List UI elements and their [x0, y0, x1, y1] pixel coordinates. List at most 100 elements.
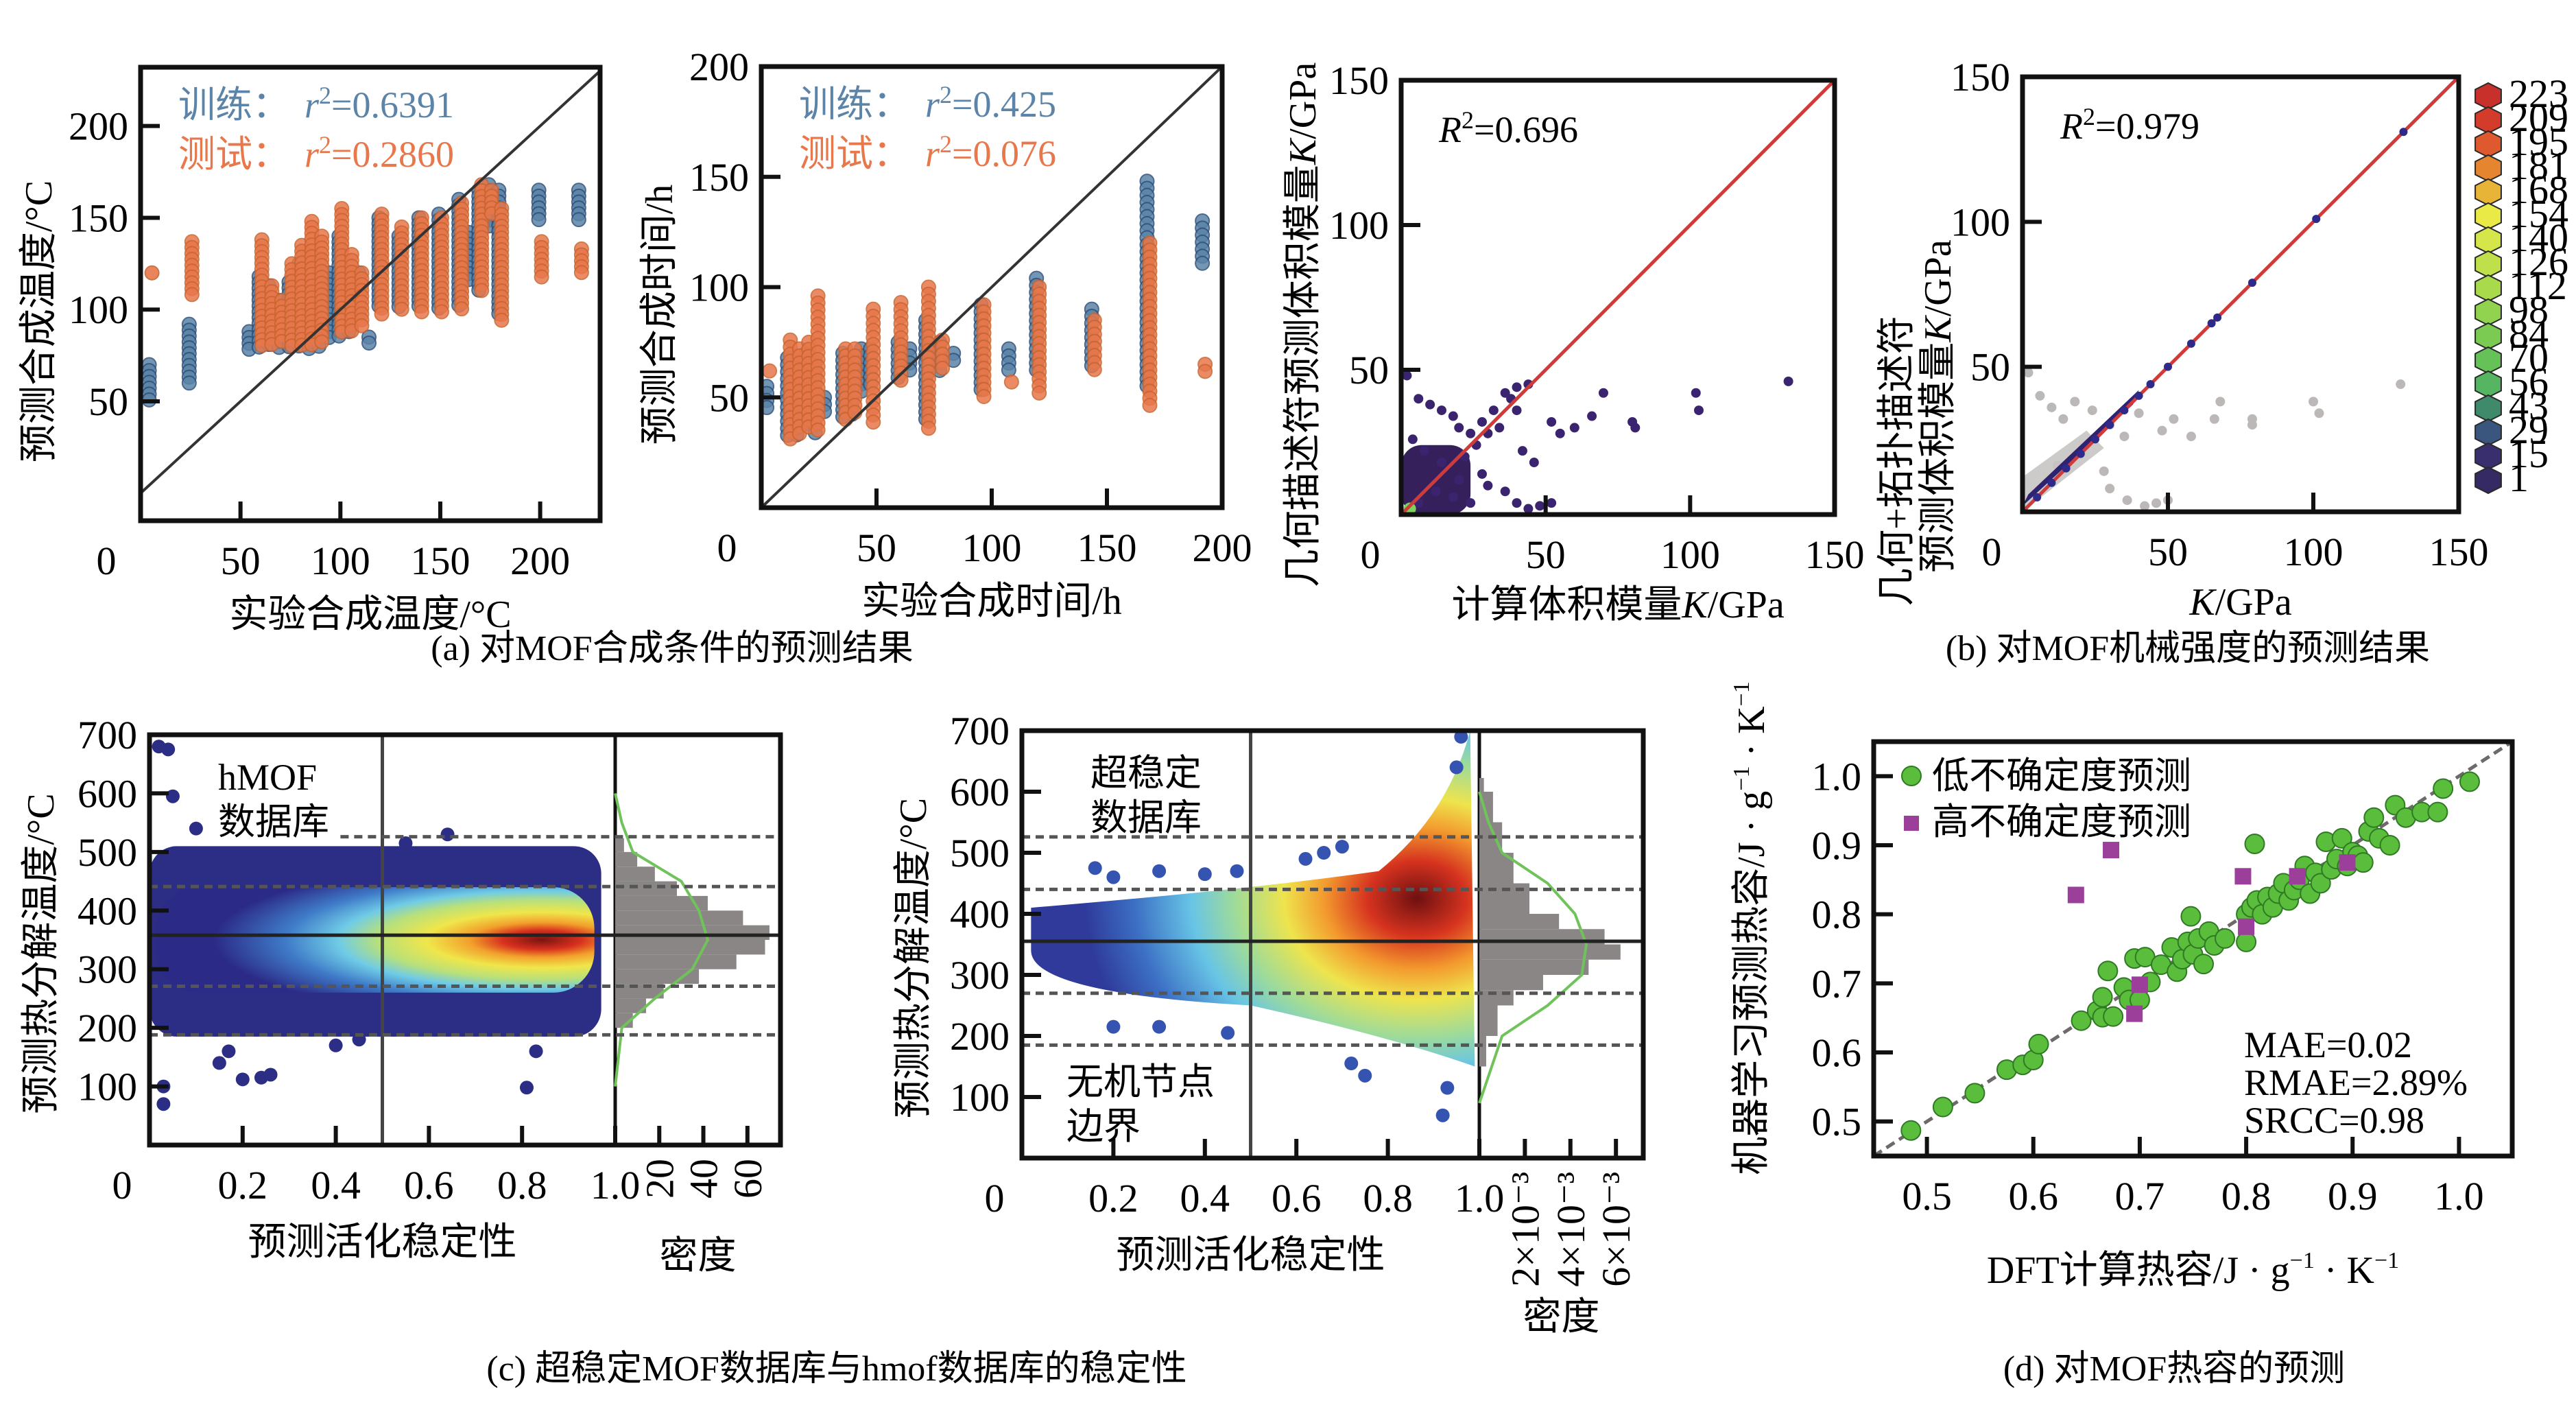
- test-label: 测试：: [799, 133, 910, 174]
- data-point: [1494, 423, 1505, 433]
- superscript: 2: [940, 130, 952, 158]
- outlier-point: [156, 1097, 171, 1111]
- plot-area: [1022, 729, 1643, 1158]
- data-point-low-uncertainty: [2180, 906, 2202, 927]
- y-axis-label: 预测合成温度/°C: [18, 180, 60, 462]
- data-point: [1547, 416, 1557, 427]
- x-tick-label: 100: [1660, 532, 1720, 577]
- marginal-density-label: 密度: [1523, 1296, 1600, 1339]
- data-point: [1598, 388, 1608, 398]
- y-tick-label: 50: [709, 375, 749, 420]
- y-label-sup1: −1: [1729, 766, 1754, 791]
- histogram-bar: [1479, 1036, 1486, 1067]
- background-point: [2247, 414, 2257, 424]
- background-point: [2215, 397, 2226, 407]
- data-point-low-uncertainty: [2433, 778, 2454, 799]
- data-point: [1535, 501, 1545, 511]
- axes-frame: [138, 64, 603, 523]
- x-tick-label: 50: [2148, 530, 2188, 574]
- outlier-point: [1454, 729, 1468, 744]
- colorbar-tick-label: 1: [2509, 456, 2529, 500]
- series-test: [762, 235, 1213, 447]
- x-label-symbol: K: [2189, 581, 2217, 624]
- data-point: [761, 400, 775, 416]
- data-point: [1547, 498, 1557, 508]
- colorbar-hexagon: [2474, 346, 2502, 375]
- outlier-point: [263, 1068, 278, 1082]
- y-label-sup2: −1: [1729, 681, 1754, 706]
- dense-hexbin-region: [2023, 390, 2139, 506]
- train-r2-annotation: 训练： r2=0.425: [799, 81, 1056, 125]
- x-tick-label: 0.8: [1363, 1176, 1413, 1221]
- data-point-low-uncertainty: [2236, 931, 2257, 952]
- r-symbol: r: [925, 84, 940, 125]
- colorbar-tick-label: 43: [2509, 384, 2549, 428]
- data-point-low-uncertainty: [2310, 873, 2331, 894]
- x-axis-label: K/GPa: [2189, 581, 2292, 624]
- y-tick-label: 0.8: [1812, 893, 1862, 937]
- data-point: [2164, 362, 2172, 371]
- background-point: [2035, 390, 2045, 401]
- y-label-symbol: K: [1917, 315, 1959, 343]
- data-point: [1436, 405, 1446, 416]
- marginal-tick-label: 2×10⁻³: [1503, 1172, 1547, 1287]
- data-point: [414, 304, 429, 320]
- data-point: [1630, 423, 1641, 433]
- data-point: [1425, 399, 1435, 410]
- y-tick-label: 100: [1951, 200, 2010, 244]
- background-point: [2209, 414, 2219, 424]
- data-point: [2399, 128, 2408, 137]
- y-tick-label: 700: [950, 709, 1010, 753]
- marginal-tick-label: 40: [682, 1159, 726, 1199]
- colorbar-hexagon: [2474, 82, 2502, 110]
- background-point: [2058, 414, 2068, 424]
- x-tick-label: 100: [2284, 530, 2344, 574]
- origin-label: 0: [97, 539, 117, 583]
- outlier-point: [1298, 851, 1313, 866]
- data-point: [1448, 492, 1458, 502]
- axis-ticks: 50 100 150 200 50 100 150 200: [689, 45, 1252, 570]
- outlier-point: [1106, 870, 1121, 884]
- data-point: [1466, 498, 1476, 508]
- y-tick-label: 0.9: [1812, 823, 1862, 868]
- r-symbol: R: [2060, 106, 2083, 147]
- points-group: [761, 174, 1213, 447]
- data-point: [1195, 255, 1211, 271]
- axis-ticks: 50 100 150 50 100 150: [1951, 55, 2489, 574]
- x-tick-label: 1.0: [1455, 1176, 1505, 1221]
- plot-area: [139, 69, 601, 495]
- data-point: [1477, 469, 1487, 479]
- x-tick-label: 0.6: [2009, 1174, 2059, 1218]
- data-point-low-uncertainty: [2028, 1033, 2049, 1054]
- outlier-point: [1335, 840, 1349, 854]
- colorbar-hexagon: [2474, 202, 2502, 231]
- data-point-low-uncertainty: [1964, 1083, 1985, 1104]
- data-point-low-uncertainty: [2193, 954, 2215, 975]
- data-point: [866, 414, 881, 430]
- data-point: [374, 306, 390, 322]
- data-point: [1466, 428, 1476, 438]
- x-tick-label: 0.6: [404, 1163, 454, 1207]
- histogram-bar: [1479, 944, 1621, 960]
- colorbar-tick-label: 84: [2509, 311, 2549, 356]
- background-point: [2169, 414, 2179, 424]
- y-label-unit: /GPa: [1282, 62, 1324, 139]
- data-point: [1500, 486, 1510, 497]
- background-point: [2122, 495, 2132, 506]
- x-tick-label: 100: [962, 526, 1022, 570]
- data-point: [1454, 475, 1464, 485]
- colorbar-tick-label: 70: [2509, 335, 2549, 380]
- caption-a: (a) 对MOF合成条件的预测结果: [431, 629, 913, 668]
- histogram-bar: [1479, 778, 1484, 792]
- r-symbol: r: [925, 133, 940, 174]
- data-point: [184, 287, 200, 303]
- plot-area: [760, 65, 1224, 509]
- outlier-point: [329, 1038, 343, 1052]
- background-point: [2309, 397, 2318, 407]
- data-point-low-uncertainty: [2427, 801, 2448, 823]
- data-point-low-uncertainty: [1932, 1096, 1953, 1118]
- data-point: [2186, 339, 2195, 348]
- x-tick-label: 0.8: [2221, 1174, 2271, 1218]
- series-square: [2067, 842, 2356, 1022]
- legend-label-high-uncertainty: 高不确定度预测: [1932, 801, 2191, 842]
